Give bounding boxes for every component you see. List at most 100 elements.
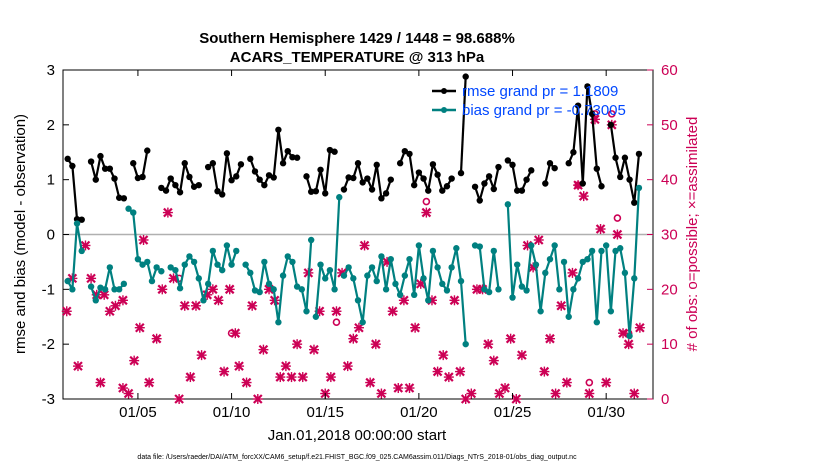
rmse-point (364, 175, 371, 182)
bias-point (570, 286, 577, 293)
rmse-point (322, 190, 329, 197)
rmse-point (593, 165, 601, 172)
obs-assimilated-marker (185, 372, 196, 383)
rmse-point (434, 171, 441, 178)
obs-assimilated-marker (370, 339, 381, 350)
bias-point (612, 247, 619, 255)
obs-possible-marker (422, 197, 431, 206)
bias-point (495, 286, 502, 293)
rmse-point (284, 147, 291, 155)
x-tick-label: 01/05 (119, 404, 157, 421)
bias-point (73, 220, 81, 227)
bias-point (617, 245, 624, 252)
bias-point (546, 255, 554, 263)
bias-point (172, 266, 179, 274)
rmse-point (425, 187, 432, 194)
y-right-tick-label: 60 (661, 62, 678, 79)
bias-point (350, 275, 357, 282)
y-axis-right-label: # of obs: o=possible; ×=assimilated (684, 117, 701, 352)
bias-point (602, 242, 610, 249)
y-left-tick-label: -1 (42, 281, 55, 298)
obs-possible-marker (332, 318, 341, 327)
bias-point (448, 264, 455, 271)
bias-point (214, 261, 221, 268)
rmse-point (237, 161, 245, 168)
bias-point (537, 308, 544, 315)
rmse-point (78, 216, 85, 223)
obs-assimilated-marker (483, 339, 494, 350)
obs-assimilated-marker (550, 388, 561, 399)
bias-point (598, 247, 605, 255)
bias-point (340, 272, 348, 279)
rmse-point (373, 161, 380, 169)
rmse-point (457, 169, 465, 177)
bias-point (429, 247, 437, 255)
y-right-tick-label: 0 (661, 391, 669, 408)
obs-assimilated-marker (213, 295, 224, 306)
bias-point (298, 286, 306, 293)
rmse-point (410, 181, 418, 189)
rmse-point (542, 180, 549, 187)
rmse-point (523, 176, 530, 183)
obs-assimilated-marker (129, 355, 140, 366)
rmse-point (635, 150, 643, 158)
x-tick-label: 01/15 (306, 404, 344, 421)
rmse-point (528, 167, 535, 174)
rmse-point (396, 160, 404, 167)
bias-point (228, 261, 235, 268)
rmse-point (214, 187, 221, 195)
rmse-point (64, 155, 71, 163)
obs-assimilated-marker (134, 322, 145, 333)
rmse-line-segment (459, 76, 467, 174)
bias-point (92, 297, 99, 304)
obs-assimilated-marker (539, 366, 550, 377)
bias-point (509, 294, 516, 301)
chart-title-line1: Southern Hemisphere 1429 / 1448 = 98.688… (199, 30, 515, 47)
rmse-point (144, 147, 151, 154)
bias-point (312, 313, 320, 320)
bias-point (125, 205, 132, 212)
obs-assimilated-marker (623, 339, 634, 350)
bias-point (87, 283, 95, 290)
rmse-point (415, 169, 423, 176)
bias-point (148, 277, 156, 285)
rmse-point (219, 191, 226, 198)
rmse-point (186, 173, 193, 181)
obs-assimilated-marker (595, 224, 606, 235)
bias-point (490, 247, 497, 255)
obs-assimilated-marker (488, 355, 499, 366)
rmse-point (574, 102, 582, 109)
obs-assimilated-marker (325, 372, 336, 383)
obs-assimilated-marker (241, 377, 252, 388)
y-left-tick-label: -2 (42, 336, 55, 353)
rmse-point (631, 199, 638, 206)
rmse-point (331, 148, 338, 155)
bias-point (425, 297, 432, 304)
obs-assimilated-marker (634, 322, 645, 333)
rmse-point (204, 163, 212, 171)
rmse-point (106, 165, 114, 172)
obs-assimilated-marker (86, 273, 97, 284)
obs-assimilated-marker (387, 306, 398, 317)
chart-title-line2: ACARS_TEMPERATURE @ 313 hPa (230, 49, 485, 66)
bias-point (130, 209, 137, 216)
legend-rmse-text: rmse grand pr = 1.1809 (462, 83, 618, 100)
bias-point (181, 261, 188, 268)
obs-assimilated-marker (61, 306, 72, 317)
obs-assimilated-marker (117, 295, 128, 306)
obs-assimilated-marker (308, 344, 319, 355)
bias-point (588, 247, 596, 255)
obs-assimilated-marker (174, 394, 185, 404)
obs-assimilated-marker (359, 240, 370, 251)
rmse-point (317, 166, 324, 173)
obs-assimilated-marker (511, 394, 522, 404)
rmse-point (490, 185, 497, 193)
bias-point (518, 283, 526, 290)
bias-point (111, 286, 118, 293)
bias-point (560, 258, 568, 266)
x-tick-label: 01/10 (213, 404, 251, 421)
obs-assimilated-marker (466, 388, 477, 399)
rmse-point (570, 149, 577, 156)
rmse-point (261, 181, 268, 189)
bias-point (101, 286, 109, 293)
